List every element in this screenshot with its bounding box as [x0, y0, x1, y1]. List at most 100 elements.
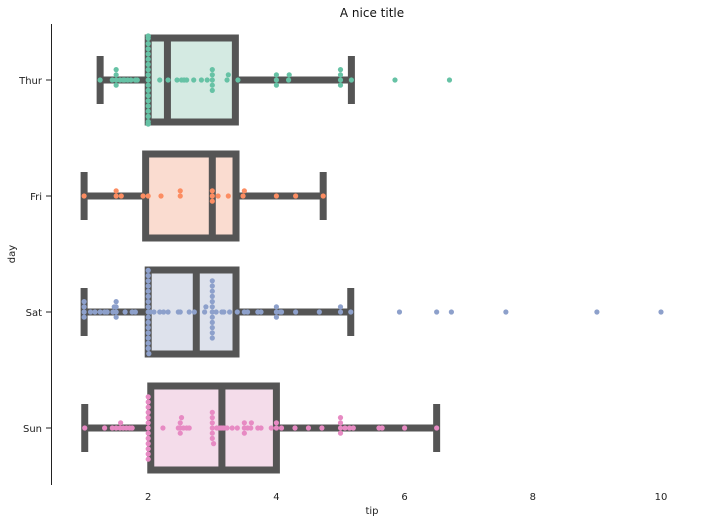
swarm-point — [337, 430, 344, 436]
swarm-point — [145, 103, 151, 109]
swarm-point — [209, 425, 215, 431]
swarm-point — [174, 77, 180, 83]
swarm-point — [209, 67, 215, 73]
swarm-point — [145, 33, 151, 39]
swarm-point — [145, 98, 151, 104]
swarm-point — [186, 309, 192, 315]
swarm-point — [258, 309, 264, 315]
swarm-point — [145, 267, 151, 273]
swarm-point — [658, 309, 664, 315]
swarm-point — [503, 309, 509, 315]
swarm-point — [402, 425, 408, 431]
swarm-point — [145, 82, 151, 88]
swarm-point — [145, 435, 151, 441]
swarm-point — [145, 273, 151, 279]
swarm-point — [191, 77, 197, 83]
swarm-point — [209, 278, 215, 284]
swarm-point — [145, 399, 151, 405]
swarm-point — [396, 309, 403, 315]
swarm-point — [109, 77, 115, 83]
y-axis-label: day — [7, 245, 18, 263]
swarm-point — [160, 309, 167, 315]
swarm-point — [273, 309, 279, 315]
swarm-point — [316, 309, 322, 315]
swarm-point — [337, 72, 344, 78]
y-tick-label: Sat — [26, 308, 42, 319]
swarm-point — [293, 309, 299, 315]
swarm-point — [225, 193, 231, 199]
swarm-point — [348, 77, 354, 83]
swarm-point — [81, 299, 87, 305]
swarm-point — [145, 404, 151, 410]
swarm-point — [145, 409, 151, 415]
swarm-point — [104, 309, 110, 315]
swarm-point — [177, 193, 183, 199]
swarm-point — [145, 415, 151, 421]
swarm-point — [337, 77, 344, 83]
swarm-point — [97, 77, 103, 83]
swarm-point — [113, 425, 119, 431]
swarm-point — [113, 304, 119, 310]
swarm-point — [448, 309, 454, 315]
swarm-point — [209, 87, 215, 93]
swarm-point — [145, 87, 151, 93]
swarm-point — [337, 304, 344, 310]
swarm-point — [215, 193, 221, 199]
swarm-point — [209, 430, 215, 436]
swarm-point — [342, 425, 348, 431]
swarm-point — [337, 415, 344, 421]
swarm-point — [209, 309, 215, 315]
swarm-point — [348, 309, 354, 315]
swarm-point — [241, 420, 247, 426]
swarm-point — [209, 188, 215, 194]
swarm-point — [97, 309, 103, 315]
box-group-sat — [80, 266, 664, 358]
swarm-point — [210, 441, 217, 447]
swarm-point — [178, 415, 185, 421]
swarm-point — [337, 309, 344, 315]
swarm-point — [209, 288, 215, 294]
swarm-point — [209, 193, 215, 199]
swarm-point — [434, 309, 440, 315]
swarm-point — [81, 193, 87, 199]
swarm-point — [145, 340, 151, 346]
swarm-point — [379, 425, 385, 431]
swarm-point — [292, 425, 298, 431]
swarm-point — [184, 77, 190, 83]
swarm-point — [209, 299, 215, 305]
swarm-point — [198, 77, 205, 83]
axes: 2 4 6 8 10 Thur Fri Sat Sun — [18, 24, 667, 503]
swarm-point — [113, 67, 119, 73]
swarm-point — [319, 425, 325, 431]
box-group-fri — [80, 150, 327, 242]
swarm-point — [129, 425, 135, 431]
swarm-point — [293, 193, 299, 199]
swarm-point — [145, 293, 151, 299]
swarm-point — [209, 415, 215, 421]
swarm-point — [229, 425, 235, 431]
swarm-point — [209, 304, 215, 310]
swarm-point — [145, 441, 151, 447]
swarm-point — [145, 335, 151, 341]
swarm-point — [221, 309, 227, 315]
swarm-point — [145, 121, 151, 127]
swarm-point — [113, 188, 119, 194]
swarm-point — [209, 314, 215, 320]
swarm-point — [113, 299, 119, 305]
swarm-point — [337, 82, 344, 88]
swarm-point — [145, 425, 151, 431]
box-group-thur — [96, 33, 453, 127]
x-tick-label: 6 — [401, 492, 407, 503]
swarm-point — [209, 335, 215, 341]
swarm-point — [122, 309, 128, 315]
swarm-point — [140, 193, 146, 199]
swarm-point — [145, 299, 151, 305]
swarm-point — [113, 309, 119, 315]
swarm-point — [145, 278, 151, 284]
swarm-point — [337, 67, 344, 73]
swarm-point — [273, 420, 279, 426]
y-tick-label: Thur — [18, 76, 43, 87]
swarm-point — [209, 72, 215, 78]
swarm-point — [241, 430, 247, 436]
swarm-point — [147, 309, 153, 315]
